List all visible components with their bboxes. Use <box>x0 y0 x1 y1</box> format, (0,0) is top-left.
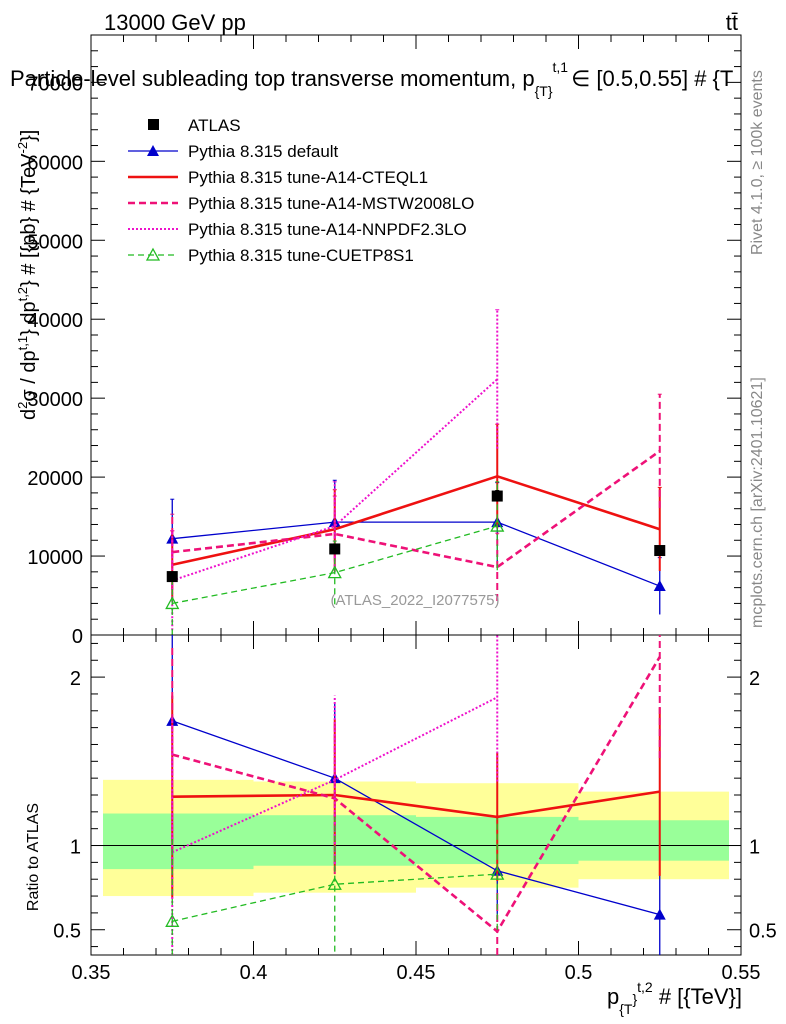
legend-label-pythia-8-315-tune-a14-nnpdf2-3lo: Pythia 8.315 tune-A14-NNPDF2.3LO <box>188 220 467 239</box>
pythia-8-315-tune-a14-mstw2008lo-line <box>172 449 661 569</box>
legend-entry-pythia-8-315-default: Pythia 8.315 default <box>128 142 339 161</box>
main-ytick-label: 20000 <box>27 468 83 490</box>
legend-label-pythia-8-315-tune-cuetp8s1: Pythia 8.315 tune-CUETP8S1 <box>188 246 414 265</box>
pythia-8-315-default-ratio-line <box>172 720 660 916</box>
atlas-marker-3 <box>654 545 666 557</box>
plot-title-tail: ∈ [0.5,0.55] # {T <box>571 66 733 91</box>
legend: ATLAS Pythia 8.315 default Pythia 8.315 tu… <box>128 116 474 265</box>
main-series-pythia-8-315-tune-a14-mstw2008lo <box>170 393 662 602</box>
mcplots-label: mcplots.cern.ch [arXiv:2401.10621] <box>749 377 766 628</box>
main-series-pythia-8-315-tune-a14-cteql1 <box>170 423 662 599</box>
ratio-ytick-label: 1 <box>70 837 81 859</box>
main-ytick-label: 40000 <box>27 310 83 332</box>
plot-title-sub: {T} <box>535 83 553 99</box>
ratio-ytick-label-right: 2 <box>749 668 760 690</box>
ratio-ytick-label-right: 0.5 <box>749 921 777 943</box>
x-tick-label: 0.35 <box>72 962 111 984</box>
x-tick-label: 0.4 <box>240 962 268 984</box>
main-ytick-label: 30000 <box>27 389 83 411</box>
rivet-label: Rivet 4.1.0, ≥ 100k events <box>749 70 766 255</box>
x-axis-label: p{T}t,2 # [{TeV}] <box>607 979 742 1017</box>
ratio-band-inner-3 <box>578 820 729 861</box>
default-marker-3 <box>653 908 666 920</box>
legend-label-pythia-8-315-tune-a14-mstw2008lo: Pythia 8.315 tune-A14-MSTW2008LO <box>188 194 474 213</box>
cuetp8s1-marker-legend <box>145 247 161 261</box>
cuetp8s1-marker-2 <box>490 518 505 532</box>
legend-entry-pythia-8-315-tune-a14-cteql1: Pythia 8.315 tune-A14-CTEQL1 <box>128 168 428 187</box>
ratio-ytick-label: 2 <box>70 668 81 690</box>
pythia-8-315-tune-a14-nnpdf2-3lo-line <box>171 378 498 582</box>
legend-marker-atlas <box>148 119 159 130</box>
x-tick-label: 0.5 <box>565 962 593 984</box>
main-ylabel: d2σ / dpt,1} dpt,2} # [{pb} # {TeV-2}] <box>15 130 40 420</box>
energy-label: 13000 GeV pp <box>104 10 246 35</box>
pythia-8-315-tune-a14-cteql1-ratio-line <box>172 790 660 819</box>
legend-label-atlas: ATLAS <box>188 116 241 135</box>
main-ytick-label: 70000 <box>27 73 83 95</box>
cuetp8s1-marker-1 <box>327 565 342 579</box>
ratio-band-inner-0 <box>103 813 254 870</box>
atlas-marker-2 <box>491 490 503 502</box>
x-tick-label: 0.55 <box>722 962 761 984</box>
ratio-series-pythia-8-315-tune-cuetp8s1 <box>165 816 505 955</box>
plot-title-main: Particle-level subleading top transverse… <box>10 66 535 91</box>
legend-entry-atlas: ATLAS <box>148 116 241 135</box>
process-label: tt̄ <box>726 10 738 35</box>
legend-entry-pythia-8-315-tune-cuetp8s1: Pythia 8.315 tune-CUETP8S1 <box>128 246 414 265</box>
main-ytick-label: 0 <box>72 626 83 648</box>
atlas-marker-0 <box>166 571 178 583</box>
plot-title: Particle-level subleading top transverse… <box>10 59 733 99</box>
ratio-plot: 0.5 0.5 1 1 2 2 0.35 0.4 0.45 0.5 0.55 <box>53 634 777 984</box>
x-tick-label: 0.45 <box>397 962 436 984</box>
legend-entry-pythia-8-315-tune-a14-mstw2008lo: Pythia 8.315 tune-A14-MSTW2008LO <box>128 194 474 213</box>
watermark: (ATLAS_2022_I2077575) <box>330 592 499 609</box>
pythia-8-315-tune-a14-nnpdf2-3lo-ratio-line <box>171 696 498 854</box>
default-marker-legend <box>147 145 159 156</box>
cuetp8s1-marker-2 <box>490 866 505 880</box>
default-marker-3 <box>653 580 666 592</box>
ratio-ytick-label-right: 1 <box>749 837 760 859</box>
legend-entry-pythia-8-315-tune-a14-nnpdf2-3lo: Pythia 8.315 tune-A14-NNPDF2.3LO <box>128 220 467 239</box>
ratio-ylabel: Ratio to ATLAS <box>25 803 42 911</box>
legend-label-pythia-8-315-default: Pythia 8.315 default <box>188 142 339 161</box>
pythia-8-315-default-line <box>172 521 660 587</box>
atlas-marker-1 <box>329 543 341 555</box>
cuetp8s1-marker-0 <box>165 596 180 610</box>
main-ytick-label: 60000 <box>27 152 83 174</box>
pythia-8-315-tune-a14-cteql1-line <box>171 474 661 567</box>
plot-title-sup: t,1 <box>553 59 569 75</box>
cuetp8s1-marker-0 <box>165 913 180 927</box>
main-ytick-label: 50000 <box>27 231 83 253</box>
ratio-ytick-label: 0.5 <box>53 921 81 943</box>
legend-label-pythia-8-315-tune-a14-cteql1: Pythia 8.315 tune-A14-CTEQL1 <box>188 168 428 187</box>
pythia-8-315-tune-cuetp8s1-line <box>172 525 498 605</box>
main-ytick-label: 10000 <box>27 547 83 569</box>
pythia-8-315-tune-cuetp8s1-ratio-line <box>172 873 498 922</box>
main-series-atlas <box>166 490 666 583</box>
cuetp8s1-marker-1 <box>327 876 342 890</box>
main-plot: 0 10000 20000 30000 40000 50000 60000 70000 <box>27 34 742 648</box>
